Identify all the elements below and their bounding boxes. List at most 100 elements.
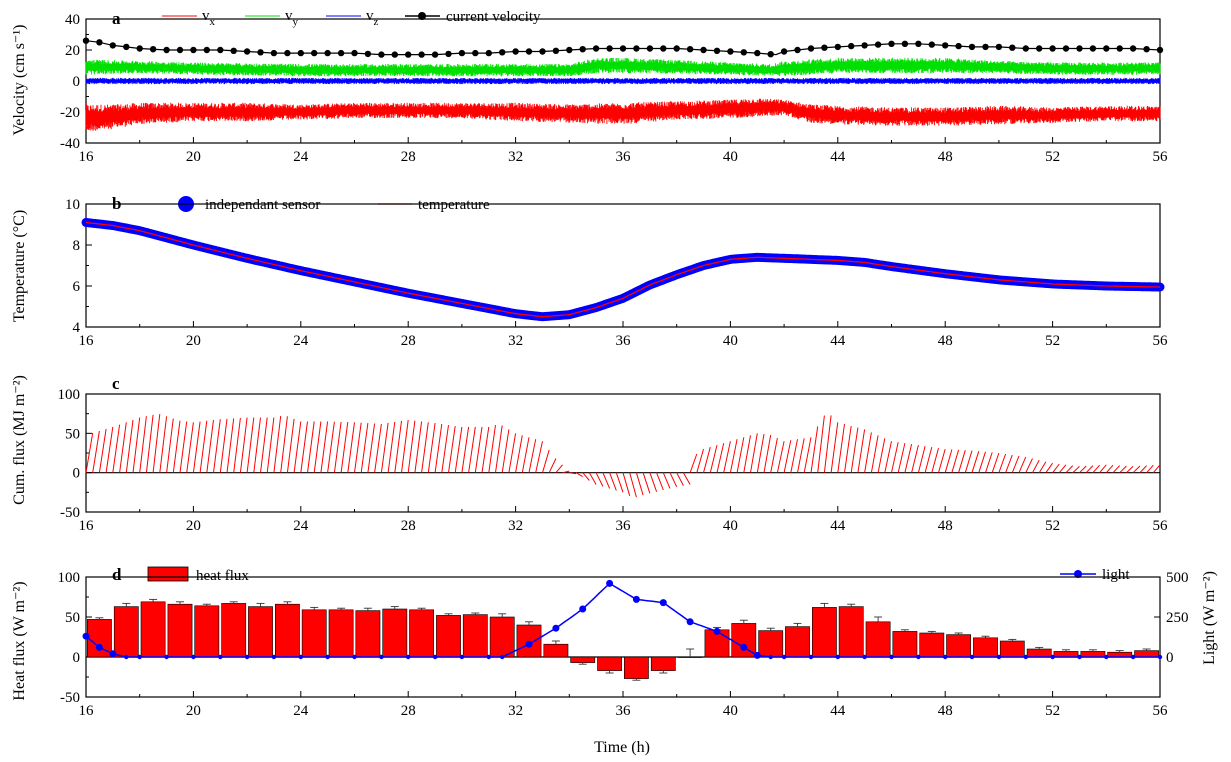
light-point xyxy=(164,654,169,660)
current-velocity-point xyxy=(928,41,935,48)
x-tick-label: 32 xyxy=(508,518,523,534)
x-tick-label: 16 xyxy=(79,149,95,165)
x-tick-label: 48 xyxy=(938,518,953,534)
legend-light-label: light xyxy=(1102,567,1130,583)
current-velocity-point xyxy=(888,40,895,47)
legend-vx-label: vx xyxy=(202,8,216,28)
current-velocity-point xyxy=(942,42,949,49)
current-velocity-point xyxy=(1156,46,1164,54)
current-velocity-point xyxy=(874,41,882,48)
current-velocity-point xyxy=(686,46,694,53)
heat-flux-bar xyxy=(758,630,784,658)
current-velocity-point xyxy=(968,43,976,51)
y-tick-label: 0 xyxy=(73,466,81,482)
current-velocity-point xyxy=(915,40,922,47)
current-velocity-point xyxy=(149,46,157,53)
x-tick-label: 16 xyxy=(79,703,95,719)
heat-flux-bar xyxy=(919,632,945,658)
current-velocity-point xyxy=(566,46,573,54)
panel-d-frame xyxy=(85,576,1161,698)
current-velocity-point xyxy=(982,43,989,51)
current-velocity-point xyxy=(525,48,533,55)
light-point xyxy=(459,654,465,660)
heat-flux-bar xyxy=(248,606,273,658)
x-tick-label: 28 xyxy=(401,703,416,719)
light-point xyxy=(632,595,640,603)
heat-flux-bar xyxy=(1134,650,1160,658)
series-vz-band xyxy=(85,77,1161,85)
x-tick-label: 16 xyxy=(79,333,95,349)
current-velocity-point xyxy=(391,51,398,58)
x-tick-label: 56 xyxy=(1153,518,1169,534)
current-velocity-point xyxy=(995,43,1003,51)
current-velocity-point xyxy=(1103,45,1110,52)
x-tick-label: 28 xyxy=(401,518,416,534)
x-tick-label: 56 xyxy=(1153,333,1169,349)
y-tick-label: 10 xyxy=(65,197,80,213)
x-tick-label: 52 xyxy=(1045,518,1060,534)
light-point xyxy=(753,651,761,659)
heat-flux-bar xyxy=(113,606,139,658)
current-velocity-point xyxy=(176,46,184,54)
current-velocity-point xyxy=(512,48,519,55)
light-point xyxy=(218,654,223,660)
heat-flux-bar xyxy=(999,640,1025,658)
current-velocity-point xyxy=(754,49,761,57)
light-point xyxy=(137,654,142,660)
legend-heat-flux-swatch xyxy=(147,566,189,582)
x-tick-label: 36 xyxy=(616,149,632,165)
legend-current-velocity-label: current velocity xyxy=(446,9,541,25)
current-velocity-point xyxy=(431,51,439,58)
heat-flux-bar xyxy=(409,609,435,658)
light-point xyxy=(191,654,196,660)
current-velocity-point xyxy=(1036,45,1043,52)
y-tick-label: 8 xyxy=(73,238,81,254)
current-velocity-point xyxy=(337,49,345,57)
light-point xyxy=(943,654,948,660)
current-velocity-point xyxy=(955,42,962,50)
x-tick-label: 36 xyxy=(616,333,632,349)
legend-vy-label: vy xyxy=(285,8,299,28)
light-point xyxy=(686,618,694,626)
current-velocity-point xyxy=(405,51,412,58)
y-tick-label: 0 xyxy=(73,74,81,90)
series-light-line xyxy=(85,582,1160,658)
current-velocity-point xyxy=(445,50,452,58)
current-velocity-point xyxy=(1076,45,1083,52)
x-tick-label: 16 xyxy=(79,518,95,534)
current-velocity-point xyxy=(499,49,506,56)
legend-vz-label: vz xyxy=(366,8,379,28)
x-tick-label: 20 xyxy=(186,149,201,165)
y-tick-label: -50 xyxy=(60,690,80,706)
current-velocity-point xyxy=(485,49,492,57)
x-tick-label: 52 xyxy=(1045,333,1060,349)
current-velocity-point xyxy=(418,51,425,58)
heat-flux-bar xyxy=(597,656,623,671)
light-point xyxy=(1157,654,1163,660)
light-point xyxy=(525,640,533,648)
light-point xyxy=(1077,654,1082,660)
x-tick-label: 44 xyxy=(830,333,846,349)
series-vy-band xyxy=(85,57,1161,77)
light-point xyxy=(740,643,748,651)
heat-flux-bar xyxy=(865,621,891,658)
x-tick-label: 48 xyxy=(938,333,953,349)
current-velocity-point xyxy=(311,49,318,57)
y-tick-label: 0 xyxy=(73,650,81,666)
current-velocity-point xyxy=(1116,45,1123,52)
heat-flux-bar xyxy=(301,609,327,658)
current-velocity-point xyxy=(82,37,90,44)
x-tick-label: 36 xyxy=(616,703,632,719)
y-tick-label: -50 xyxy=(60,505,80,521)
current-velocity-point xyxy=(807,45,815,52)
series-temperature-line xyxy=(85,221,1160,318)
current-velocity-point xyxy=(472,49,479,57)
current-velocity-point xyxy=(364,50,372,58)
current-velocity-point xyxy=(539,48,546,55)
current-velocity-point xyxy=(727,48,734,55)
light-point xyxy=(1050,654,1055,660)
current-velocity-point xyxy=(136,45,143,52)
light-point xyxy=(969,654,975,660)
panel-d-y2-axis-label: Light (W m⁻²) xyxy=(1201,571,1218,665)
x-tick-label: 56 xyxy=(1153,703,1169,719)
